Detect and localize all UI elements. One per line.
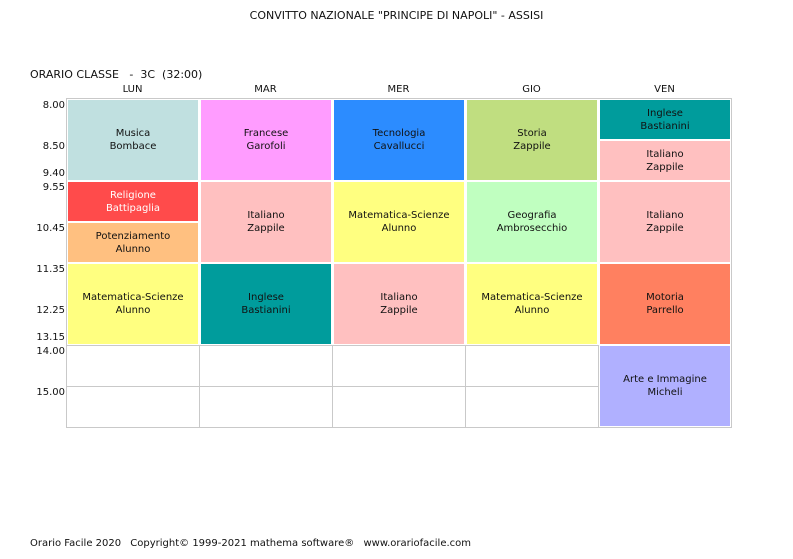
- lesson-subject: Francese: [243, 128, 289, 139]
- lesson-gio-3[interactable]: Matematica-Scienze Alunno: [466, 263, 598, 345]
- footer-app-name: Orario Facile 2020: [30, 538, 122, 549]
- lesson-subject: Matematica-Scienze: [348, 210, 450, 221]
- lesson-teacher: Ambrosecchio: [496, 223, 568, 234]
- lesson-subject: Storia: [517, 128, 547, 139]
- school-title: CONVITTO NAZIONALE "PRINCIPE DI NAPOLI" …: [249, 9, 544, 22]
- empty-cell: [199, 345, 333, 387]
- lesson-teacher: Battipaglia: [105, 202, 161, 214]
- lesson-lun-1[interactable]: Musica Bombace: [67, 99, 199, 181]
- lesson-subject: Italiano: [646, 148, 684, 160]
- lesson-teacher: Alunno: [115, 243, 151, 255]
- time-label: 15.00: [36, 387, 65, 398]
- lesson-subject: Italiano: [380, 292, 418, 303]
- empty-cell: [332, 345, 466, 387]
- day-header-mer: MER: [387, 84, 410, 95]
- time-label: 9.55: [42, 182, 65, 193]
- lesson-ven-1[interactable]: Inglese Bastianini: [599, 99, 731, 140]
- day-header-mar: MAR: [254, 84, 277, 95]
- day-header-lun: LUN: [122, 84, 143, 95]
- lesson-teacher: Zappile: [380, 305, 418, 316]
- lesson-lun-3[interactable]: Potenziamento Alunno: [67, 222, 199, 263]
- time-label: 8.50: [42, 141, 65, 152]
- lesson-teacher: Zappile: [247, 223, 285, 234]
- lesson-teacher: Zappile: [646, 161, 684, 173]
- time-label: 11.35: [36, 264, 65, 275]
- lesson-gio-1[interactable]: Storia Zappile: [466, 99, 598, 181]
- lesson-teacher: Cavallucci: [373, 141, 425, 152]
- lesson-subject: Arte e Immagine: [623, 374, 707, 385]
- lesson-gio-2[interactable]: Geografia Ambrosecchio: [466, 181, 598, 263]
- lesson-ven-5[interactable]: Arte e Immagine Micheli: [599, 345, 731, 427]
- day-header-gio: GIO: [522, 84, 541, 95]
- day-header-ven: VEN: [654, 84, 675, 95]
- empty-cell: [66, 386, 200, 428]
- lesson-teacher: Bastianini: [640, 120, 690, 132]
- time-label: 8.00: [42, 100, 65, 111]
- lesson-teacher: Zappile: [513, 141, 551, 152]
- lesson-subject: Matematica-Scienze: [82, 292, 184, 303]
- empty-cell: [66, 345, 200, 387]
- lesson-mer-2[interactable]: Matematica-Scienze Alunno: [333, 181, 465, 263]
- lesson-teacher: Micheli: [647, 387, 683, 398]
- lesson-ven-3[interactable]: Italiano Zappile: [599, 181, 731, 263]
- lesson-mer-3[interactable]: Italiano Zappile: [333, 263, 465, 345]
- lesson-mar-2[interactable]: Italiano Zappile: [200, 181, 332, 263]
- footer-copyright: Copyright© 1999-2021 mathema software®: [130, 538, 355, 549]
- lesson-subject: Motoria: [646, 292, 684, 303]
- lesson-subject: Inglese: [647, 107, 683, 119]
- empty-cell: [465, 345, 599, 387]
- lesson-subject: Musica: [115, 128, 151, 139]
- time-label: 14.00: [36, 346, 65, 357]
- lesson-subject: Potenziamento: [95, 230, 171, 242]
- lesson-ven-2[interactable]: Italiano Zappile: [599, 140, 731, 181]
- lesson-teacher: Alunno: [381, 223, 417, 234]
- empty-cell: [332, 386, 466, 428]
- lesson-subject: Italiano: [247, 210, 285, 221]
- lesson-subject: Geografia: [507, 210, 557, 221]
- class-schedule-label: ORARIO CLASSE - 3C (32:00): [30, 68, 203, 81]
- lesson-mar-1[interactable]: Francese Garofoli: [200, 99, 332, 181]
- lesson-teacher: Alunno: [514, 305, 550, 316]
- lesson-subject: Matematica-Scienze: [481, 292, 583, 303]
- empty-cell: [465, 386, 599, 428]
- lesson-teacher: Alunno: [115, 305, 151, 316]
- lesson-subject: Tecnologia: [372, 128, 426, 139]
- lesson-subject: Italiano: [646, 210, 684, 221]
- lesson-subject: Religione: [110, 189, 156, 201]
- time-label: 12.25: [36, 305, 65, 316]
- lesson-lun-2[interactable]: Religione Battipaglia: [67, 181, 199, 222]
- lesson-lun-4[interactable]: Matematica-Scienze Alunno: [67, 263, 199, 345]
- lesson-teacher: Parrello: [646, 305, 684, 316]
- lesson-teacher: Bastianini: [241, 305, 291, 316]
- footer-website-link[interactable]: www.orariofacile.com: [363, 538, 472, 549]
- empty-cell: [199, 386, 333, 428]
- footer: Orario Facile 2020 Copyright© 1999-2021 …: [30, 538, 477, 549]
- lesson-mar-3[interactable]: Inglese Bastianini: [200, 263, 332, 345]
- time-label: 13.15: [36, 332, 65, 343]
- lesson-teacher: Zappile: [646, 223, 684, 234]
- time-label: 9.40: [42, 168, 65, 179]
- lesson-ven-4[interactable]: Motoria Parrello: [599, 263, 731, 345]
- lesson-teacher: Garofoli: [246, 141, 286, 152]
- lesson-teacher: Bombace: [109, 141, 157, 152]
- lesson-mer-1[interactable]: Tecnologia Cavallucci: [333, 99, 465, 181]
- time-label: 10.45: [36, 223, 65, 234]
- lesson-subject: Inglese: [248, 292, 284, 303]
